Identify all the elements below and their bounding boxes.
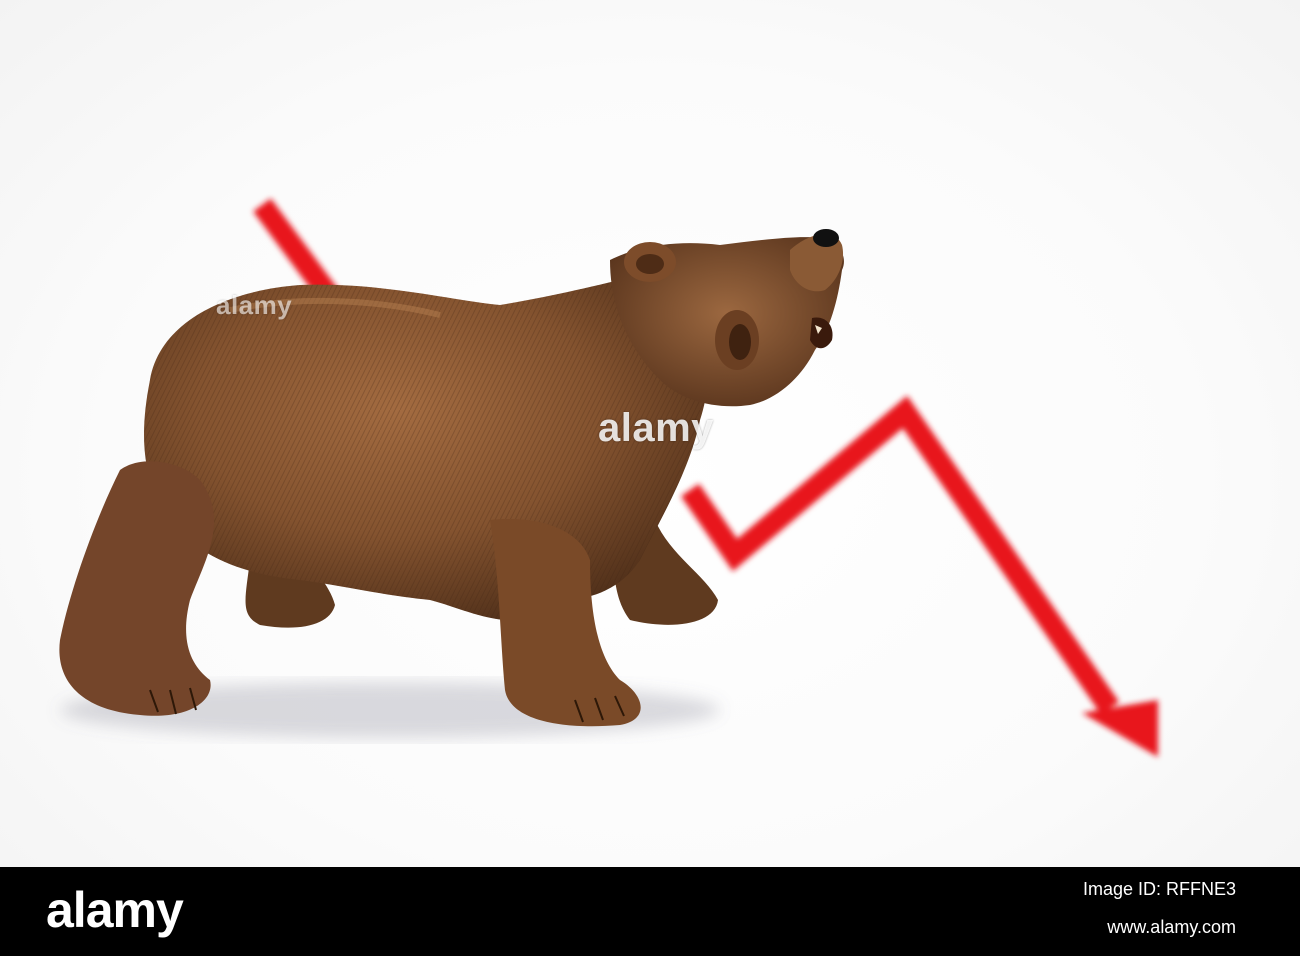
site-url: www.alamy.com bbox=[1107, 917, 1236, 937]
watermark-side: alamy bbox=[216, 290, 293, 320]
stock-photo: alamy alamy bbox=[0, 0, 1300, 867]
stock-footer-bar: alamy Image ID: RFFNE3 www.alamy.com bbox=[0, 867, 1300, 956]
bear-figurine bbox=[59, 229, 844, 727]
image-id-label: Image ID: RFFNE3 bbox=[1082, 879, 1236, 899]
watermark-center: alamy bbox=[598, 406, 714, 450]
brand-logo: alamy bbox=[46, 882, 184, 938]
photo-scene bbox=[59, 198, 1158, 757]
